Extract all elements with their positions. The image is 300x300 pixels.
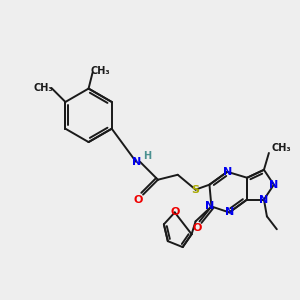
Text: N: N <box>259 194 268 205</box>
Text: H: H <box>143 151 151 161</box>
Text: N: N <box>131 157 141 167</box>
Text: O: O <box>134 194 143 205</box>
Text: N: N <box>205 202 214 212</box>
Text: O: O <box>193 223 202 233</box>
Text: N: N <box>223 167 232 177</box>
Text: N: N <box>269 180 278 190</box>
Text: O: O <box>170 207 179 218</box>
Text: CH₃: CH₃ <box>34 83 53 93</box>
Text: N: N <box>225 207 234 218</box>
Text: CH₃: CH₃ <box>272 143 292 153</box>
Text: CH₃: CH₃ <box>91 66 110 76</box>
Text: S: S <box>192 184 200 195</box>
